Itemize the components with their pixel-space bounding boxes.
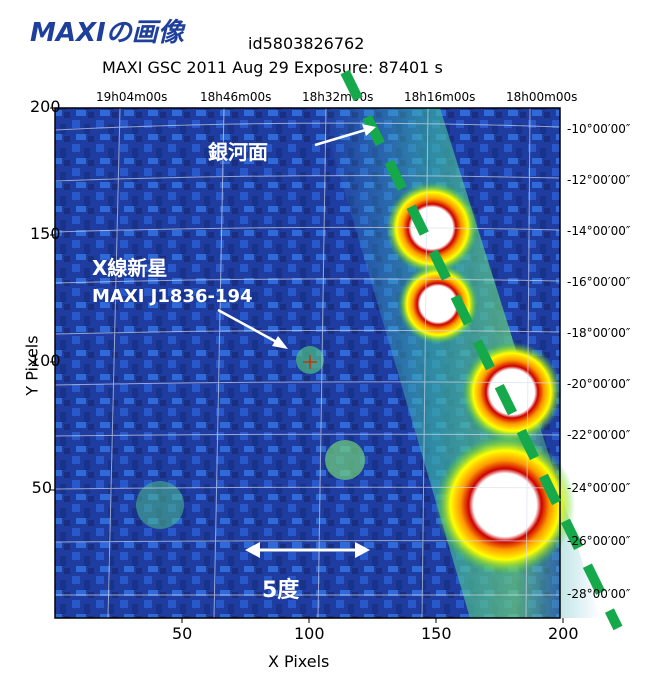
dec-tick: -12°00′00″	[567, 173, 631, 187]
dec-tick: -28°00′00″	[567, 587, 631, 601]
ra-tick: 19h04m00s	[96, 90, 168, 104]
observation-id: id5803826762	[248, 34, 365, 53]
observation-info: MAXI GSC 2011 Aug 29 Exposure: 87401 s	[102, 58, 443, 77]
dec-tick: -10°00′00″	[567, 122, 631, 136]
y-tick: 50	[31, 478, 52, 497]
x-tick: 50	[172, 624, 193, 643]
galactic-plane-label: 銀河面	[208, 140, 268, 164]
dec-tick: -24°00′00″	[567, 481, 631, 495]
dec-tick: -18°00′00″	[567, 326, 631, 340]
ra-tick: 18h00m00s	[506, 90, 578, 104]
x-tick: 150	[421, 624, 452, 643]
dec-tick: -14°00′00″	[567, 224, 631, 238]
dec-tick: -22°00′00″	[567, 428, 631, 442]
dec-tick: -16°00′00″	[567, 275, 631, 289]
x-axis-label: X Pixels	[268, 652, 330, 671]
y-tick: 200	[30, 97, 61, 116]
nova-label-line2: MAXI J1836-194	[92, 286, 253, 307]
nova-label-line1: X線新星	[92, 256, 168, 280]
y-tick: 150	[30, 224, 61, 243]
x-tick: 100	[294, 624, 325, 643]
y-tick: 100	[30, 351, 61, 370]
y-axis-label: Y Pixels	[22, 335, 42, 396]
page-title: MAXIの画像	[30, 18, 184, 48]
ra-tick: 18h46m00s	[200, 90, 272, 104]
dec-tick: -26°00′00″	[567, 534, 631, 548]
ra-tick: 18h16m00s	[404, 90, 476, 104]
dec-tick: -20°00′00″	[567, 377, 631, 391]
scale-label: 5度	[262, 578, 300, 603]
x-tick: 200	[548, 624, 579, 643]
